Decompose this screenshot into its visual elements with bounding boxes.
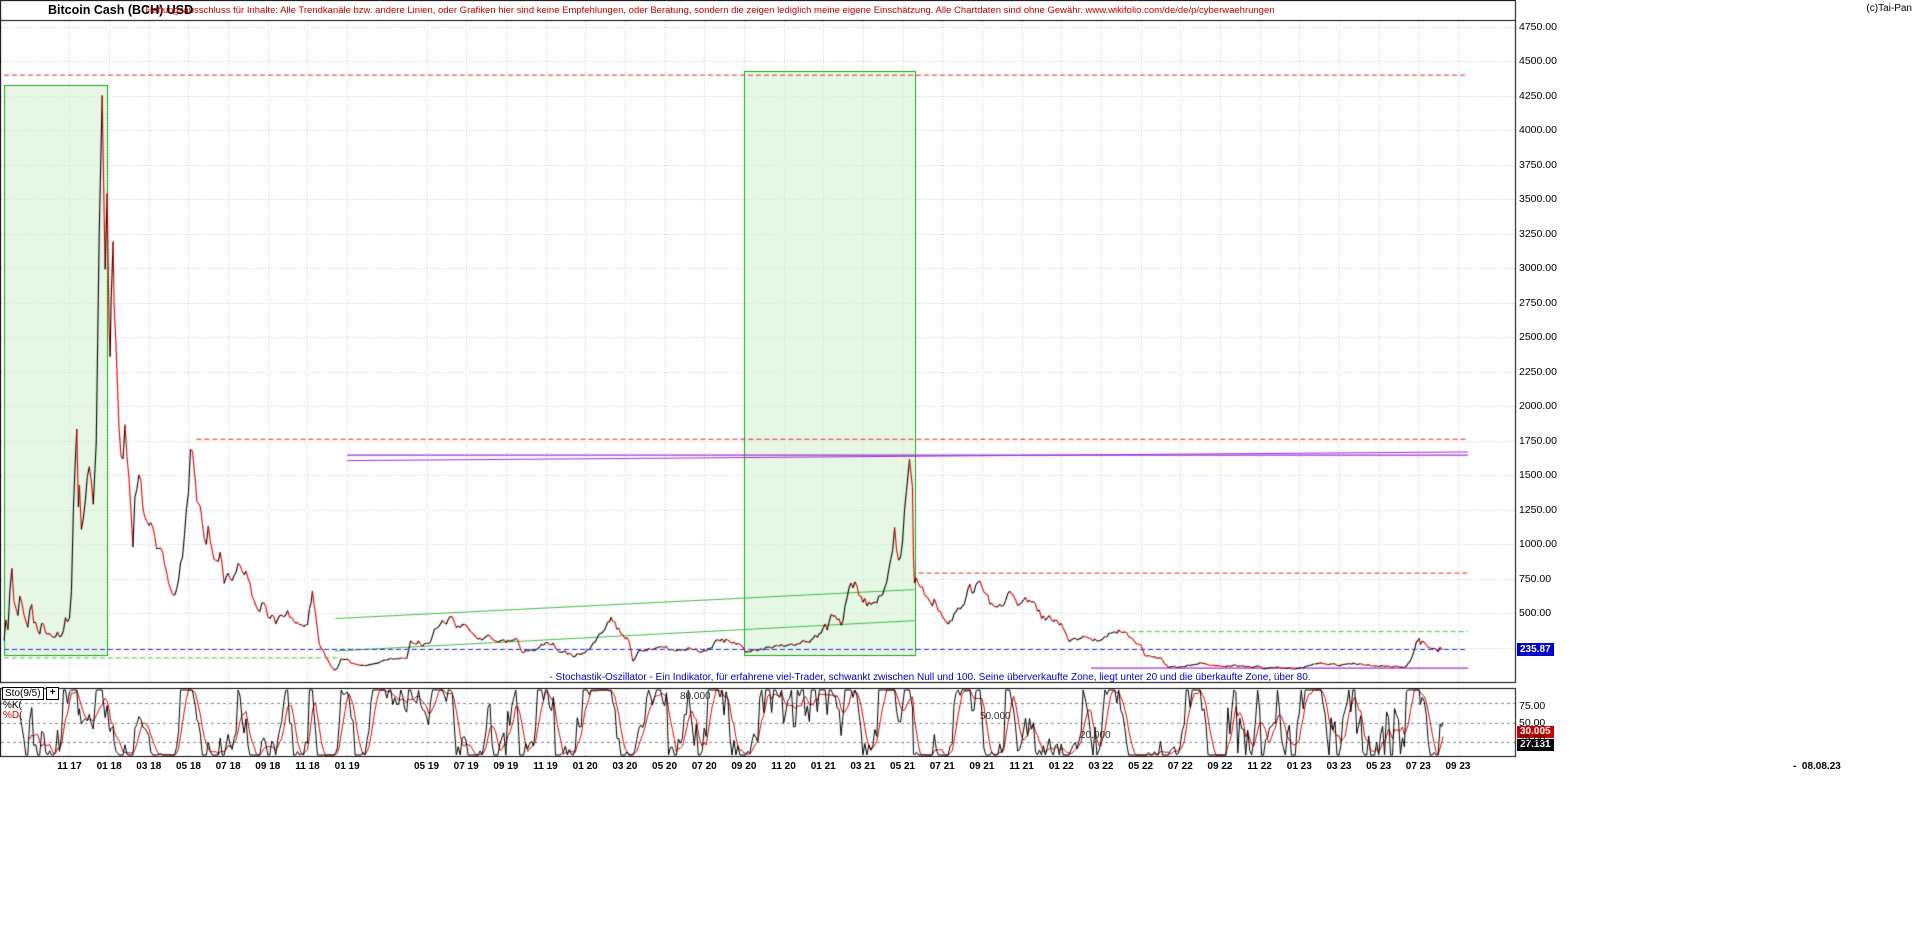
current-price-badge: 235.87 (1517, 643, 1554, 656)
add-indicator-button[interactable]: + (46, 687, 59, 700)
stochastic-description: - Stochastik-Oszillator - Ein Indikator,… (549, 672, 1311, 683)
disclaimer-text: Haftungsausschluss für Inhalte: Alle Tre… (145, 5, 1275, 16)
stochastic-indicator-label[interactable]: Sto(9/5) (2, 687, 44, 700)
percent-k-label: %K( (3, 700, 22, 711)
chart-end-date: - 08.08.23 (1793, 761, 1841, 772)
copyright-label: (c)Tai-Pan (1866, 3, 1912, 14)
percent-d-label: %D( (3, 710, 23, 721)
percent-k-value-badge: 27.131 (1517, 739, 1554, 751)
chart-title: Bitcoin Cash (BCH) USD (48, 3, 194, 17)
percent-d-value-badge: 30.005 (1517, 726, 1554, 738)
